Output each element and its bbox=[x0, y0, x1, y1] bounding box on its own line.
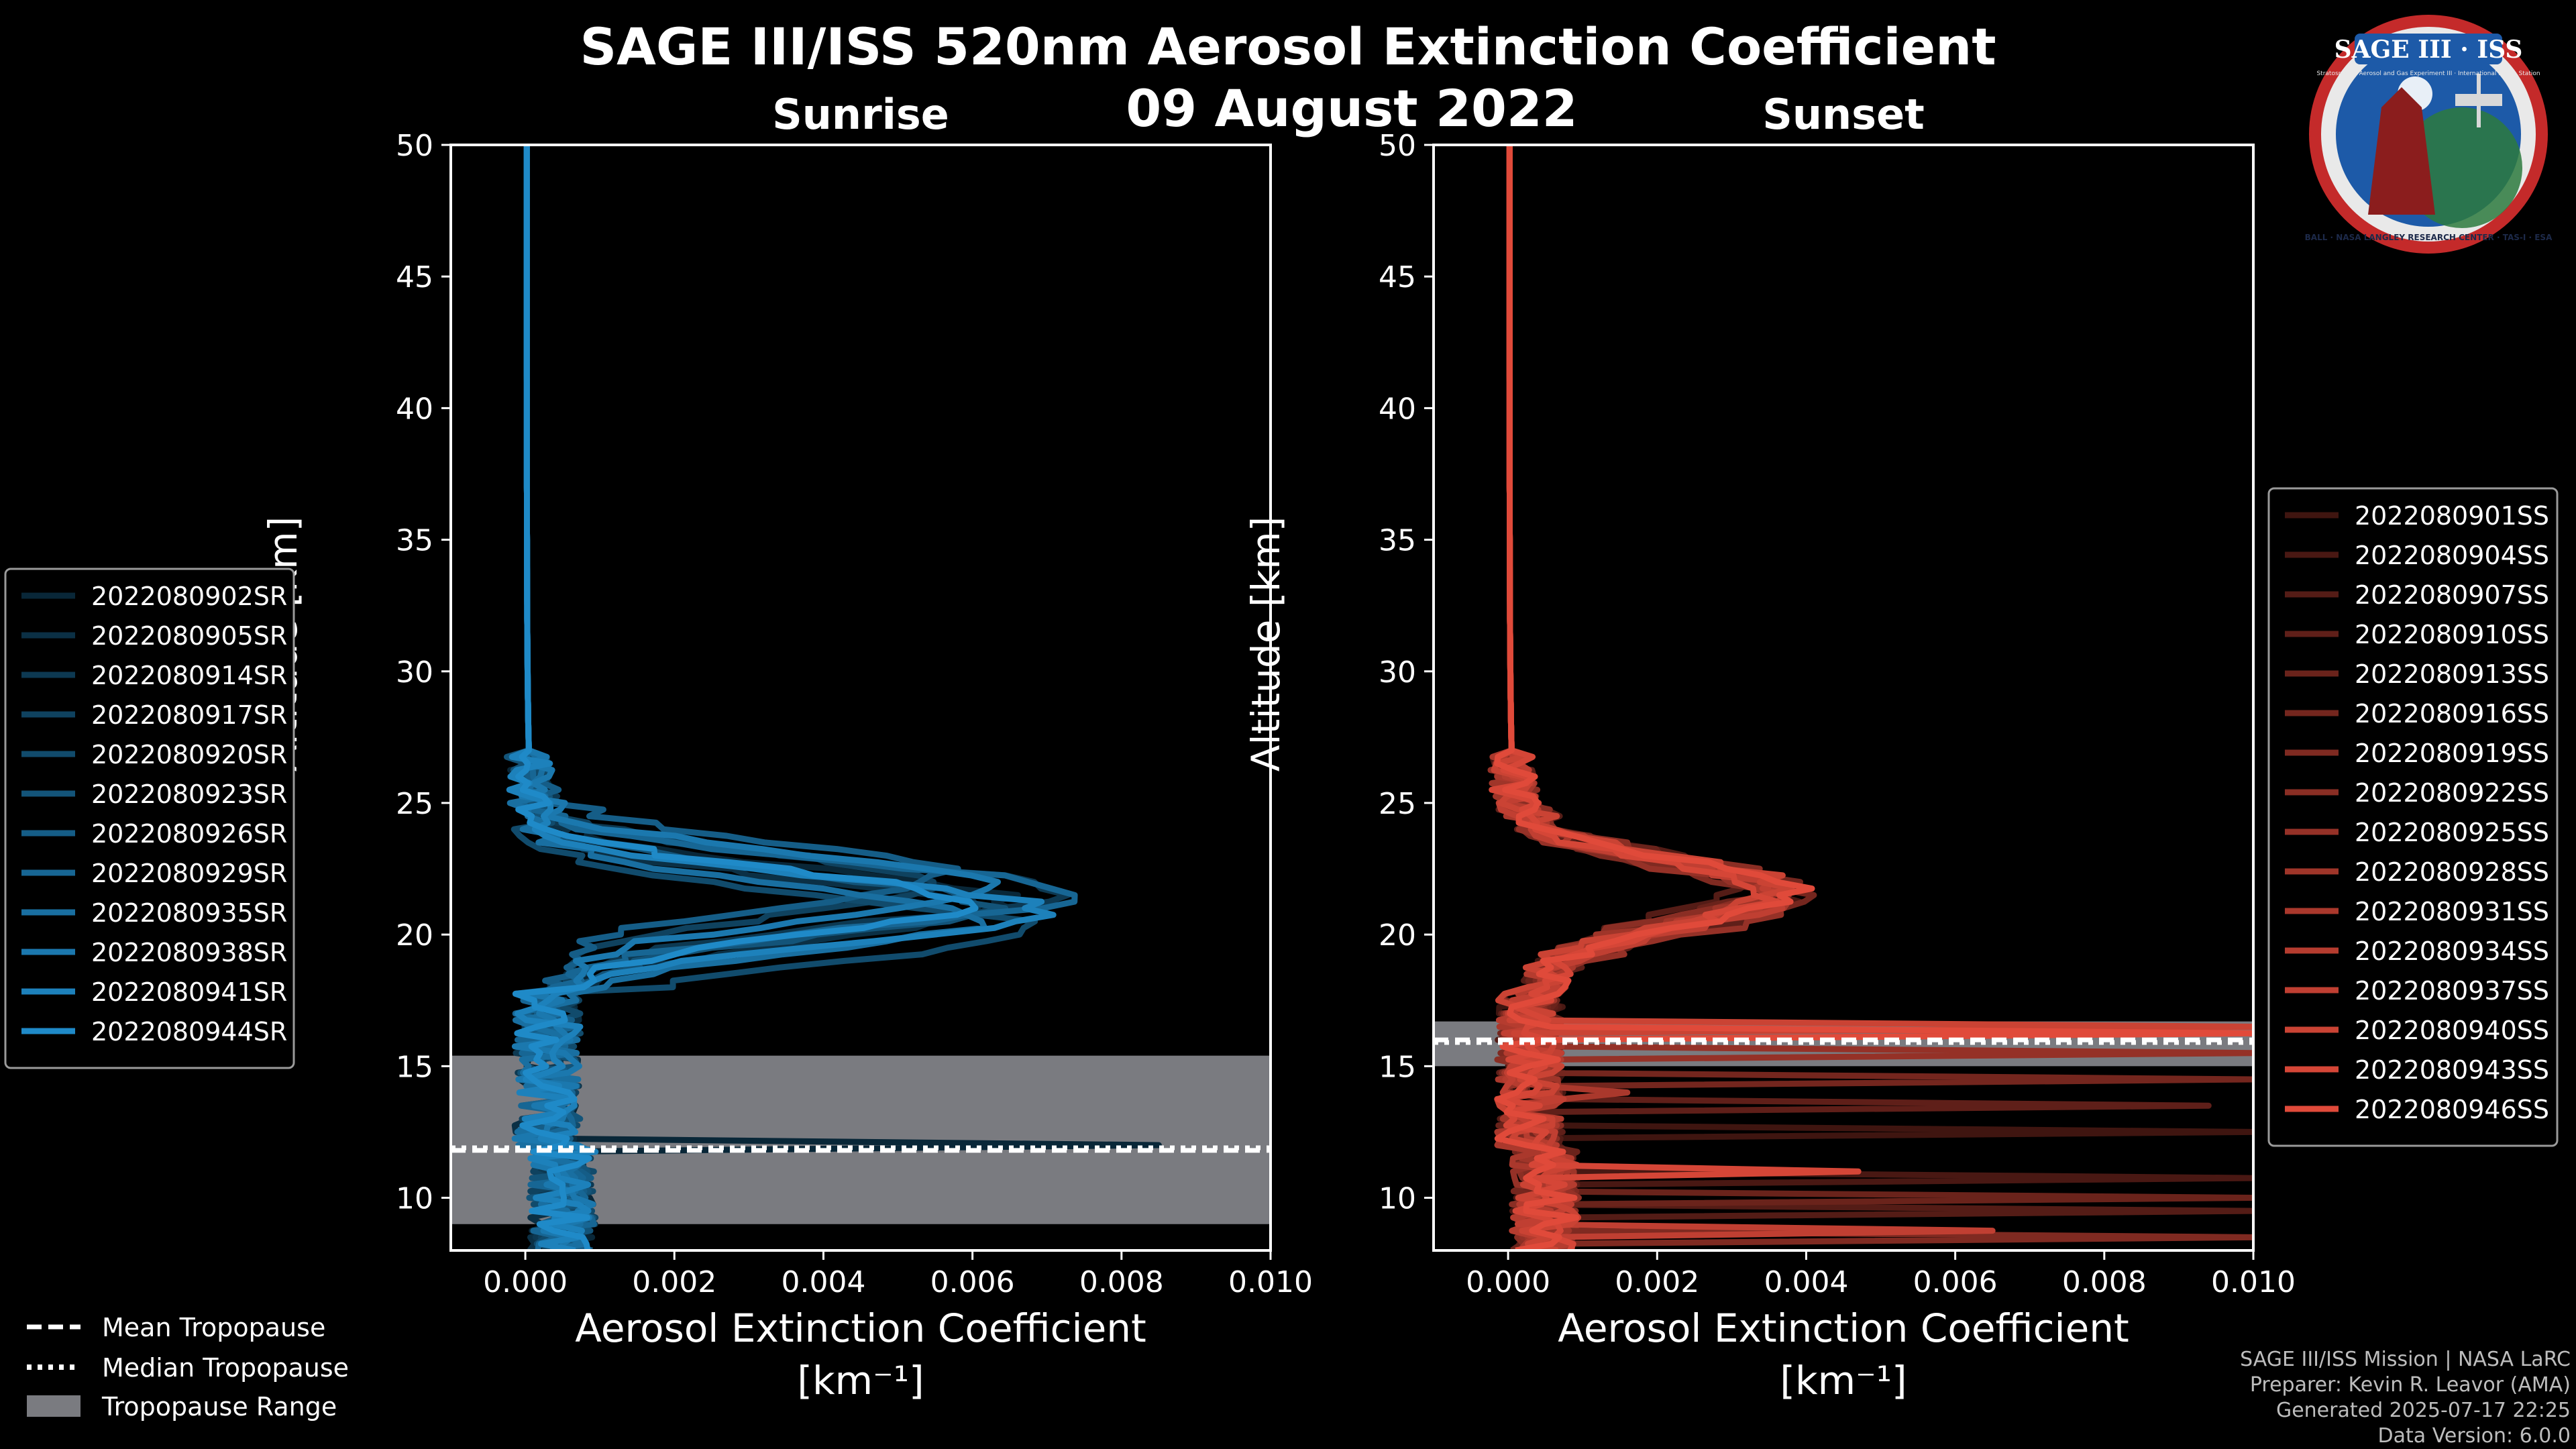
y-tick-label: 25 bbox=[396, 787, 433, 821]
legend-label-2022080914SR: 2022080914SR bbox=[91, 661, 287, 690]
y-tick-label: 30 bbox=[1379, 655, 1416, 690]
y-tick-label: 50 bbox=[396, 129, 433, 163]
legend-label-2022080941SR: 2022080941SR bbox=[91, 977, 287, 1007]
legend-label-2022080913SS: 2022080913SS bbox=[2355, 659, 2549, 689]
y-tick-label: 30 bbox=[396, 655, 433, 690]
y-tick-label: 35 bbox=[1379, 524, 1416, 558]
y-tick-label: 45 bbox=[396, 260, 433, 294]
tropopause-legend: Mean Tropopause Median Tropopause Tropop… bbox=[27, 1313, 349, 1421]
logo-banner bbox=[2355, 34, 2502, 64]
x-tick-label: 0.004 bbox=[781, 1265, 865, 1299]
legend-label-2022080944SR: 2022080944SR bbox=[91, 1017, 287, 1046]
series-line-2022080946SS bbox=[1494, 145, 2253, 1250]
sunset-series-lines bbox=[1487, 145, 2253, 1250]
series-line-2022080916SS bbox=[1492, 145, 2253, 1250]
legend-label-2022080902SR: 2022080902SR bbox=[91, 582, 287, 611]
y-tick-label: 15 bbox=[1379, 1050, 1416, 1084]
x-tick-label: 0.006 bbox=[1913, 1265, 1998, 1299]
sunrise-axes-frame bbox=[449, 144, 1272, 1252]
y-tick-label: 25 bbox=[1379, 787, 1416, 821]
y-tick-label: 35 bbox=[396, 524, 433, 558]
legend-label-2022080934SS: 2022080934SS bbox=[2355, 936, 2549, 966]
legend-label-2022080931SS: 2022080931SS bbox=[2355, 897, 2549, 926]
x-tick-label: 0.010 bbox=[2211, 1265, 2296, 1299]
legend-label-2022080917SR: 2022080917SR bbox=[91, 700, 287, 730]
sage-iss-logo: SAGE III · ISS Stratospheric Aerosol and… bbox=[2305, 15, 2553, 254]
legend-label-2022080920SR: 2022080920SR bbox=[91, 740, 287, 769]
footer-data-version: Data Version: 6.0.0 bbox=[2378, 1424, 2571, 1448]
y-tick-label: 40 bbox=[396, 392, 433, 426]
y-tick-label: 10 bbox=[396, 1182, 433, 1216]
x-tick-label: 0.000 bbox=[483, 1265, 568, 1299]
logo-scientist-figure-icon bbox=[2368, 87, 2435, 215]
y-tick-label: 40 bbox=[1379, 392, 1416, 426]
legend-label-2022080935SR: 2022080935SR bbox=[91, 898, 287, 928]
sunset-panel: Sunset 0.000 0.002 0.004 0.006 0.008 0.010 10 15… bbox=[1243, 90, 2296, 1403]
sunrise-panel: Sunrise 0.000 0.002 0.004 0.006 0.008 0.010 10 1… bbox=[260, 90, 1313, 1403]
sunset-legend-frame bbox=[2267, 487, 2559, 1147]
y-tick-label: 10 bbox=[1379, 1182, 1416, 1216]
footer-mission: SAGE III/ISS Mission | NASA LaRC bbox=[2240, 1348, 2571, 1371]
legend-label-2022080907SS: 2022080907SS bbox=[2355, 580, 2549, 610]
x-tick-label: 0.008 bbox=[2062, 1265, 2147, 1299]
mean-tropopause-label: Mean Tropopause bbox=[102, 1313, 325, 1342]
legend-label-2022080946SS: 2022080946SS bbox=[2355, 1095, 2549, 1124]
logo-mission-text: Stratospheric Aerosol and Gas Experiment… bbox=[2316, 70, 2540, 77]
y-tick-label: 15 bbox=[396, 1050, 433, 1084]
x-tick-label: 0.002 bbox=[1615, 1265, 1699, 1299]
series-line-2022080944SR bbox=[512, 145, 979, 1250]
y-tick-label: 20 bbox=[1379, 918, 1416, 953]
legend-label-2022080910SS: 2022080910SS bbox=[2355, 620, 2549, 649]
figure-date: 09 August 2022 bbox=[1126, 78, 1577, 138]
x-tick-label: 0.000 bbox=[1466, 1265, 1550, 1299]
sunset-axes-frame bbox=[1432, 144, 2255, 1252]
legend-label-2022080916SS: 2022080916SS bbox=[2355, 699, 2549, 729]
legend-label-2022080943SS: 2022080943SS bbox=[2355, 1055, 2549, 1085]
sunset-x-axis-units: [km⁻¹] bbox=[1780, 1358, 1907, 1403]
x-tick-label: 0.010 bbox=[1228, 1265, 1313, 1299]
legend-label-2022080923SR: 2022080923SR bbox=[91, 780, 287, 809]
x-tick-label: 0.006 bbox=[930, 1265, 1015, 1299]
sunrise-title: Sunrise bbox=[772, 90, 949, 139]
footer-generated: Generated 2025-07-17 22:25 bbox=[2276, 1399, 2571, 1422]
legend-label-2022080929SR: 2022080929SR bbox=[91, 859, 287, 888]
sunset-legend: 2022080901SS 2022080904SS 2022080907SS 2022… bbox=[2267, 487, 2559, 1147]
sunset-title: Sunset bbox=[1762, 90, 1925, 139]
sunrise-x-axis-units: [km⁻¹] bbox=[797, 1358, 924, 1403]
legend-label-2022080905SR: 2022080905SR bbox=[91, 621, 287, 651]
legend-label-2022080926SR: 2022080926SR bbox=[91, 819, 287, 849]
legend-label-2022080928SS: 2022080928SS bbox=[2355, 857, 2549, 887]
logo-ring-text: BALL · NASA LANGLEY RESEARCH CENTER · TA… bbox=[2305, 233, 2553, 242]
footer-credits: SAGE III/ISS Mission | NASA LaRC Prepare… bbox=[2240, 1348, 2571, 1448]
footer-preparer: Preparer: Kevin R. Leavor (AMA) bbox=[2250, 1373, 2571, 1397]
x-tick-label: 0.002 bbox=[632, 1265, 716, 1299]
legend-label-2022080937SS: 2022080937SS bbox=[2355, 976, 2549, 1006]
sunrise-series-lines bbox=[504, 145, 1162, 1250]
x-tick-label: 0.004 bbox=[1764, 1265, 1848, 1299]
sunrise-x-axis-label: Aerosol Extinction Coefficient bbox=[575, 1305, 1146, 1351]
sunset-y-axis-label: Altitude [km] bbox=[1243, 517, 1289, 771]
figure-title: SAGE III/ISS 520nm Aerosol Extinction Co… bbox=[580, 17, 1996, 76]
legend-label-2022080901SS: 2022080901SS bbox=[2355, 501, 2549, 531]
sunrise-legend: 2022080902SR 2022080905SR 2022080914SR 2022… bbox=[4, 568, 295, 1069]
y-tick-label: 50 bbox=[1379, 129, 1416, 163]
y-tick-label: 45 bbox=[1379, 260, 1416, 294]
legend-label-2022080922SS: 2022080922SS bbox=[2355, 778, 2549, 808]
sunrise-legend-frame bbox=[4, 568, 295, 1069]
logo-text: SAGE III · ISS bbox=[2334, 36, 2523, 64]
tropopause-range-label: Tropopause Range bbox=[101, 1392, 337, 1421]
y-tick-label: 20 bbox=[396, 918, 433, 953]
legend-label-2022080925SS: 2022080925SS bbox=[2355, 818, 2549, 847]
legend-label-2022080919SS: 2022080919SS bbox=[2355, 739, 2549, 768]
median-tropopause-label: Median Tropopause bbox=[102, 1353, 349, 1383]
legend-label-2022080938SR: 2022080938SR bbox=[91, 938, 287, 967]
x-tick-label: 0.008 bbox=[1079, 1265, 1164, 1299]
sunset-x-axis-label: Aerosol Extinction Coefficient bbox=[1558, 1305, 2129, 1351]
legend-label-2022080940SS: 2022080940SS bbox=[2355, 1016, 2549, 1045]
tropopause-range-swatch bbox=[27, 1395, 80, 1417]
legend-label-2022080904SS: 2022080904SS bbox=[2355, 541, 2549, 570]
